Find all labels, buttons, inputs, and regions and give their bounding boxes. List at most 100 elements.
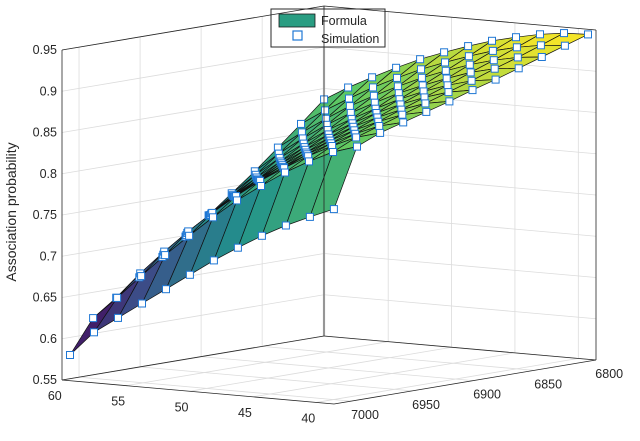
simulation-point <box>161 251 170 260</box>
simulation-point <box>137 272 146 281</box>
z-tick-label: 0.75 <box>33 208 57 222</box>
z-tick-label: 0.6 <box>40 332 57 346</box>
simulation-point <box>305 212 314 221</box>
simulation-point <box>440 48 449 57</box>
simulation-point <box>305 157 313 166</box>
simulation-point <box>488 46 497 55</box>
legend: Formula Simulation <box>270 8 386 48</box>
simulation-point <box>297 119 305 128</box>
legend-simulation-marker <box>292 30 303 41</box>
simulation-point <box>445 97 454 106</box>
simulation-point <box>444 88 453 97</box>
simulation-point <box>329 148 337 156</box>
left-tick-label: 50 <box>175 400 189 414</box>
z-axis-label: Association probability <box>3 142 19 281</box>
simulation-point <box>352 133 361 142</box>
simulation-point <box>421 99 430 108</box>
simulation-point <box>257 182 265 190</box>
right-tick-label: 7000 <box>351 408 379 422</box>
simulation-point <box>344 83 353 92</box>
simulation-point <box>490 64 499 73</box>
simulation-point <box>281 221 290 230</box>
box-edge <box>323 5 597 31</box>
simulation-point <box>353 142 361 151</box>
simulation-point <box>399 118 408 127</box>
simulation-point <box>417 73 426 82</box>
right-tick-label: 6850 <box>534 377 562 391</box>
simulation-point <box>209 256 218 265</box>
box-edge <box>323 335 597 361</box>
simulation-point <box>441 66 450 75</box>
simulation-point <box>466 68 475 77</box>
simulation-point <box>442 74 451 83</box>
z-tick-label: 0.8 <box>40 167 57 181</box>
simulation-point <box>514 64 523 73</box>
axis-lines <box>61 5 597 405</box>
z-tick-label: 0.95 <box>33 43 57 57</box>
right-tick-label: 6800 <box>595 367 623 381</box>
right-axis-line <box>333 359 597 405</box>
simulation-point <box>233 243 242 252</box>
simulation-point <box>329 205 338 214</box>
left-axis-line <box>61 379 335 405</box>
legend-simulation-label: Simulation <box>321 32 379 46</box>
simulation-point <box>489 56 498 65</box>
simulation-point <box>90 328 98 337</box>
z-tick-label: 0.65 <box>33 291 57 305</box>
simulation-point <box>465 60 474 69</box>
simulation-point <box>416 55 425 64</box>
simulation-point <box>392 63 401 72</box>
simulation-point <box>491 75 500 84</box>
simulation-point <box>89 314 98 323</box>
legend-formula-label: Formula <box>321 14 367 28</box>
simulation-point <box>468 86 477 95</box>
box-edge <box>61 5 325 51</box>
simulation-point <box>376 128 385 137</box>
simulation-point <box>281 168 289 177</box>
simulation-point <box>560 29 568 38</box>
simulation-point <box>393 82 402 91</box>
simulation-point <box>369 83 377 92</box>
simulation-point <box>536 41 545 50</box>
simulation-point <box>536 30 544 39</box>
simulation-point <box>375 122 384 130</box>
simulation-point <box>464 42 473 51</box>
z-tick-label: 0.55 <box>33 373 57 387</box>
simulation-point <box>398 110 407 119</box>
box-edge <box>61 335 325 381</box>
right-tick-label: 6950 <box>412 398 440 412</box>
simulation-point <box>321 106 329 115</box>
simulation-point <box>113 293 122 302</box>
simulation-point <box>467 76 476 85</box>
simulation-point <box>209 213 217 222</box>
simulation-point <box>162 285 170 294</box>
simulation-point <box>513 53 522 62</box>
z-tick-label: 0.85 <box>33 126 57 140</box>
left-tick-label: 45 <box>238 406 252 420</box>
simulation-point <box>345 102 354 111</box>
simulation-point <box>443 81 452 90</box>
left-tick-label: 40 <box>301 411 315 425</box>
simulation-point <box>345 94 353 103</box>
simulation-point <box>233 196 241 205</box>
simulation-point <box>257 231 266 240</box>
z-tick-label: 0.7 <box>40 249 57 263</box>
simulation-point <box>560 41 569 50</box>
simulation-point <box>368 73 377 82</box>
simulation-point <box>422 107 431 116</box>
right-tick-label: 6900 <box>473 388 501 402</box>
simulation-point <box>488 36 496 45</box>
simulation-point <box>417 65 425 74</box>
left-tick-label: 55 <box>111 395 125 409</box>
simulation-point <box>441 58 449 67</box>
simulation-point <box>185 231 194 240</box>
tick-labels: 0.55 0.6 0.65 0.7 0.75 0.8 0.85 0.9 0.95 40 45 50 55… <box>33 43 624 425</box>
simulation-point <box>393 73 401 82</box>
simulation-point <box>464 52 473 61</box>
simulation-point <box>114 313 122 322</box>
simulation-point <box>512 33 520 42</box>
legend-formula-swatch <box>278 13 316 28</box>
simulation-point <box>185 270 194 279</box>
simulation-point <box>537 53 546 61</box>
